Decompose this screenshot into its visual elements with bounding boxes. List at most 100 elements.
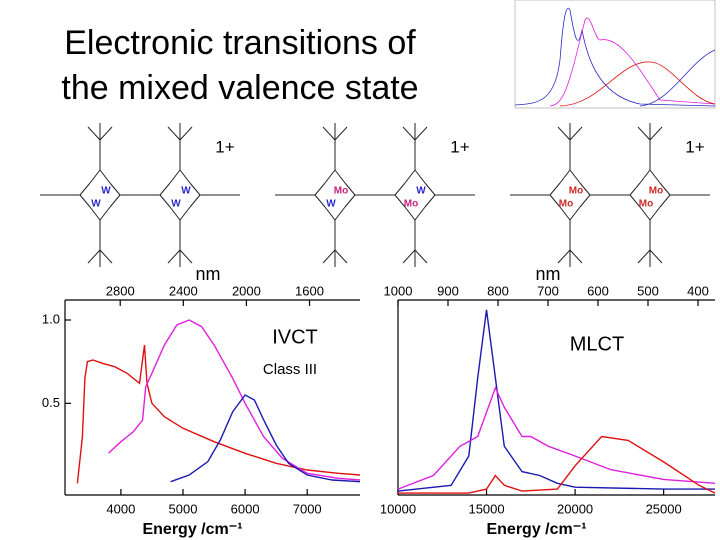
bond <box>402 126 416 141</box>
bond <box>322 249 336 264</box>
bond <box>179 249 193 264</box>
inset-frame <box>514 0 716 109</box>
bond <box>189 194 201 208</box>
bond <box>649 249 663 264</box>
metal-label: Mo <box>334 186 348 197</box>
bond <box>167 249 181 264</box>
bond <box>89 206 101 221</box>
metal-label: W <box>91 199 101 210</box>
bond <box>169 206 181 221</box>
bond <box>659 182 671 196</box>
bond <box>549 182 561 196</box>
bond <box>394 182 406 196</box>
inset-curve <box>639 49 716 107</box>
slide-title: Electronic transitions of <box>64 24 416 62</box>
x-tick-label: 10000 <box>380 501 416 516</box>
x2-tick-label: 1000 <box>384 283 413 298</box>
bond <box>414 249 428 264</box>
bond <box>414 169 426 184</box>
bond <box>637 249 651 264</box>
bond <box>569 126 583 141</box>
bond <box>569 169 581 184</box>
bond <box>99 206 111 221</box>
annotation: MLCT <box>570 333 624 355</box>
slide-title: the mixed valence state <box>61 69 418 107</box>
metal-label: Mo <box>569 186 583 197</box>
x-axis-label: Energy /cm⁻¹ <box>486 521 586 538</box>
metal-label: W <box>171 199 181 210</box>
bond <box>314 182 326 196</box>
bond <box>649 126 663 141</box>
series-line <box>108 319 361 481</box>
bond <box>404 206 416 221</box>
bond <box>649 169 661 184</box>
x2-tick-label: 400 <box>687 283 709 298</box>
bond <box>99 249 113 264</box>
bond <box>109 182 121 196</box>
bond <box>569 206 581 221</box>
bond <box>169 169 181 184</box>
bond <box>659 194 671 208</box>
bond <box>324 206 336 221</box>
series-line <box>76 344 361 484</box>
charge-label: 1+ <box>685 137 704 156</box>
bond <box>179 169 191 184</box>
bond <box>639 169 651 184</box>
bond <box>579 182 591 196</box>
bond <box>559 169 571 184</box>
bond <box>569 249 583 264</box>
metal-label: Mo <box>639 199 653 210</box>
bond <box>394 194 406 208</box>
x-tick-label: 4000 <box>106 501 135 516</box>
bond <box>314 194 326 208</box>
bond <box>159 182 171 196</box>
bond <box>334 249 348 264</box>
x-tick-label: 25000 <box>646 501 682 516</box>
bond <box>414 206 426 221</box>
bond <box>414 126 428 141</box>
bond <box>334 206 346 221</box>
bond <box>629 194 641 208</box>
x2-tick-label: 2000 <box>232 283 261 298</box>
bond <box>99 169 111 184</box>
inset-spectrum <box>514 0 716 109</box>
x2-tick-label: 1600 <box>295 283 324 298</box>
bond <box>79 182 91 196</box>
bond <box>637 126 651 141</box>
x2-tick-label: 2400 <box>169 283 198 298</box>
inset-curve <box>514 7 716 107</box>
x2-tick-label: 700 <box>537 283 559 298</box>
series-line <box>397 309 715 492</box>
bond <box>424 194 436 208</box>
bond <box>79 194 91 208</box>
x2-axis-label: nm <box>195 264 220 284</box>
series-line <box>398 435 716 494</box>
series-line <box>397 385 716 490</box>
metal-label: Mo <box>404 199 418 210</box>
y-tick-label: 1.0 <box>42 311 60 326</box>
x-tick-label: 5000 <box>169 501 198 516</box>
bond <box>344 182 356 196</box>
bond <box>639 206 651 221</box>
bond <box>109 194 121 208</box>
bond <box>334 126 348 141</box>
y-tick-label: 0.5 <box>42 395 60 410</box>
bond <box>179 126 193 141</box>
bond <box>649 206 661 221</box>
bond <box>322 126 336 141</box>
annotation: Class III <box>263 361 317 378</box>
bond <box>629 182 641 196</box>
metal-label: W <box>101 186 111 197</box>
x2-tick-label: 900 <box>437 283 459 298</box>
x-axis-label: Energy /cm⁻¹ <box>142 521 242 538</box>
bond <box>559 206 571 221</box>
metal-label: Mo <box>559 199 573 210</box>
bond <box>424 182 436 196</box>
bond <box>549 194 561 208</box>
inset-curve <box>559 61 716 107</box>
x2-tick-label: 800 <box>487 283 509 298</box>
x2-tick-label: 2800 <box>106 283 135 298</box>
x2-axis-label: nm <box>535 264 560 284</box>
inset-curve <box>549 17 716 107</box>
